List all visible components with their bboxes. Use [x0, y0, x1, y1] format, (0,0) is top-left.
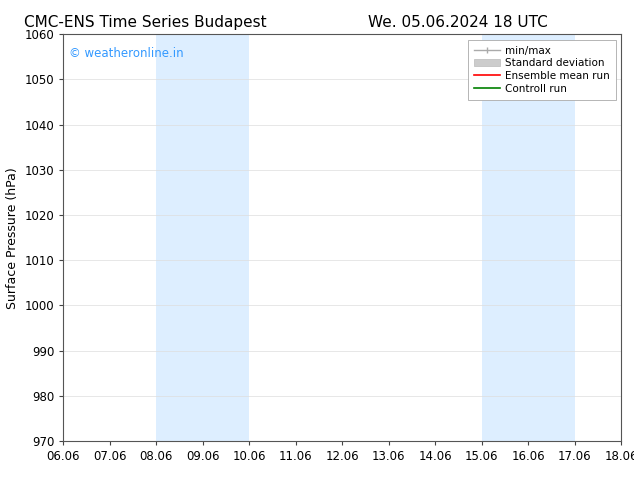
Bar: [482, 34, 528, 441]
Text: We. 05.06.2024 18 UTC: We. 05.06.2024 18 UTC: [368, 15, 548, 30]
Bar: [157, 34, 203, 441]
Y-axis label: Surface Pressure (hPa): Surface Pressure (hPa): [6, 167, 19, 309]
Text: CMC-ENS Time Series Budapest: CMC-ENS Time Series Budapest: [23, 15, 266, 30]
Text: © weatheronline.in: © weatheronline.in: [69, 47, 184, 59]
Bar: [203, 34, 249, 441]
Legend: min/max, Standard deviation, Ensemble mean run, Controll run: min/max, Standard deviation, Ensemble me…: [468, 40, 616, 100]
Bar: [528, 34, 575, 441]
